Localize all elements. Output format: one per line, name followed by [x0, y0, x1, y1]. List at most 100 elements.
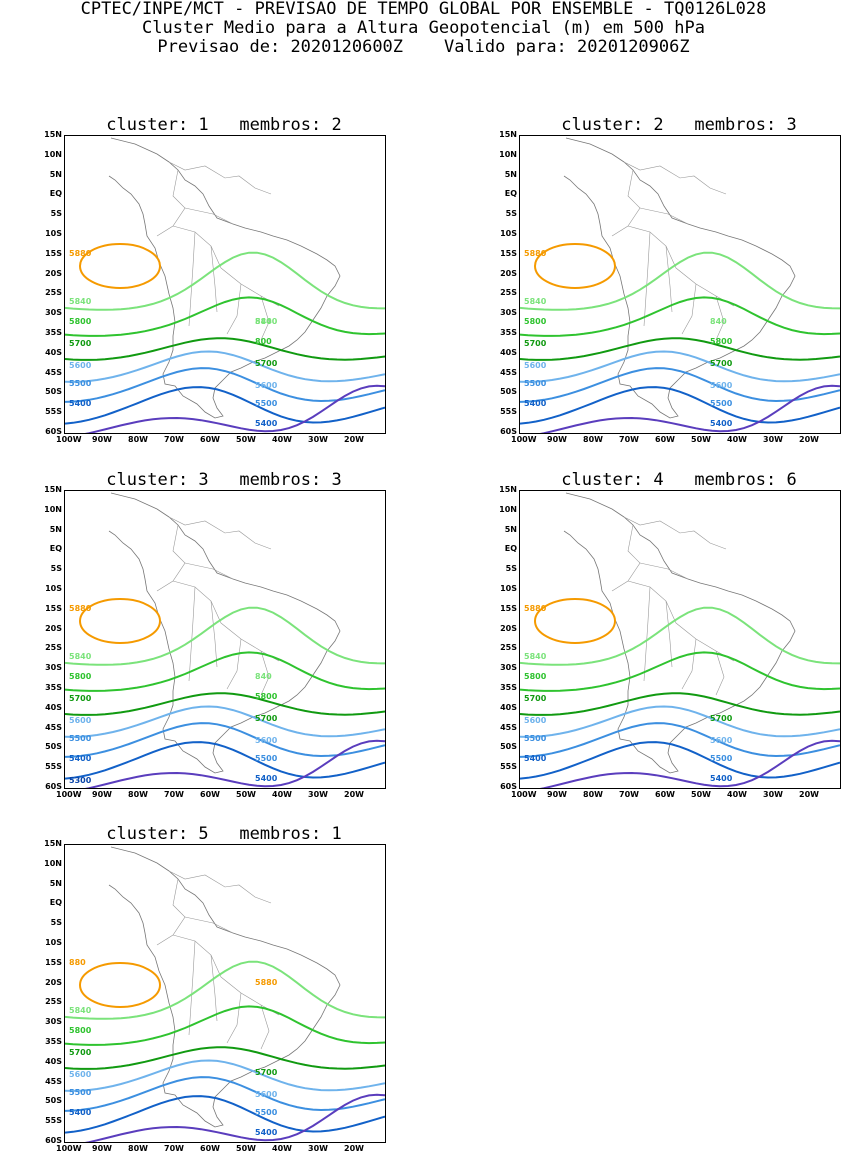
lon-tick-label: 80W	[128, 790, 148, 799]
contour-label: 5800	[710, 337, 733, 346]
country-border	[611, 524, 641, 592]
contour-5400	[65, 386, 385, 425]
country-border	[156, 878, 186, 946]
lat-tick-label: 15N	[499, 485, 517, 494]
lon-tick-label: 100W	[511, 435, 537, 444]
lat-tick-label: EQ	[504, 544, 517, 554]
lat-tick-label: 10S	[500, 584, 517, 593]
contour-label: 880	[69, 958, 86, 967]
lon-tick-label: 40W	[272, 790, 292, 799]
contour-label: 5500	[69, 1088, 92, 1097]
contour-label: 5800	[255, 692, 278, 701]
lat-tick-label: 50S	[45, 387, 62, 397]
lat-tick-label: 25S	[45, 997, 62, 1007]
country-border	[623, 516, 727, 550]
lon-tick-label: 80W	[128, 1144, 148, 1153]
contour-label: 5400	[69, 1108, 92, 1117]
contour-5880	[79, 962, 161, 1008]
lon-tick-label: 100W	[56, 435, 82, 444]
lon-tick-label: 70W	[164, 1144, 184, 1153]
lon-tick-label: 30W	[308, 435, 328, 444]
lon-tick-label: 60W	[200, 1144, 220, 1153]
lon-tick-label: 40W	[272, 1144, 292, 1153]
lon-tick-label: 100W	[511, 790, 537, 799]
country-border	[168, 516, 272, 550]
contour-label: 5700	[710, 359, 733, 368]
coastline	[108, 492, 341, 774]
lon-tick-label: 40W	[272, 435, 292, 444]
lat-tick-label: 60S	[45, 427, 62, 436]
lon-tick-label: 20W	[344, 1144, 364, 1153]
lat-tick-label: 55S	[45, 1116, 62, 1126]
map-frame: 5880 5840 5840 840 5800 800 5700 5700 5600 5600 55…	[64, 135, 386, 434]
contour-5500	[65, 722, 385, 758]
lat-tick-label: 30S	[500, 308, 517, 318]
lat-tick-label: 5S	[50, 209, 62, 219]
contour-5800	[65, 296, 385, 337]
contour-label: 5300	[69, 776, 92, 785]
contour-label: 840	[255, 317, 272, 326]
lat-tick-label: 55S	[500, 407, 517, 417]
lat-tick-label: 55S	[45, 762, 62, 772]
lon-tick-label: 20W	[799, 435, 819, 444]
contour-label: 5840	[69, 1006, 92, 1015]
lon-tick-label: 80W	[583, 790, 603, 799]
contour-label: 5600	[69, 1070, 92, 1079]
contour-5400	[520, 386, 840, 425]
lon-tick-label: 70W	[164, 790, 184, 799]
country-border	[260, 650, 270, 696]
contour-label: 5400	[524, 399, 547, 408]
contour-label: 5880	[255, 978, 278, 987]
cluster-panel: cluster: 3 membros: 3 15N 10N 5N EQ 5S 10S 15S 2…	[0, 470, 386, 800]
country-border	[715, 650, 725, 696]
contour-deep	[84, 739, 385, 788]
lat-tick-label: 20S	[45, 623, 62, 633]
contour-label: 5400	[69, 754, 92, 763]
contour-5880	[79, 598, 161, 644]
country-border	[643, 231, 651, 327]
lat-tick-label: 5N	[504, 169, 517, 179]
lat-tick-label: 55S	[500, 762, 517, 772]
contour-label: 5880	[69, 249, 92, 258]
lon-tick-label: 70W	[619, 790, 639, 799]
contour-label: 5500	[69, 379, 92, 388]
lon-tick-label: 100W	[56, 1144, 82, 1153]
country-border	[184, 562, 234, 580]
header-line-1: CPTEC/INPE/MCT - PREVISAO DE TEMPO GLOBA…	[80, 0, 767, 19]
contour-label: 5400	[255, 1128, 278, 1137]
country-border	[639, 562, 689, 580]
contour-5800	[65, 1005, 385, 1046]
panel-title: cluster: 4 membros: 6	[561, 470, 797, 490]
lon-tick-label: 90W	[92, 790, 112, 799]
contour-label: 5400	[255, 419, 278, 428]
lat-tick-label: 35S	[45, 1037, 62, 1046]
country-border	[260, 1004, 270, 1050]
lat-tick-label: 20S	[500, 623, 517, 633]
contour-label: 5400	[710, 419, 733, 428]
lon-tick-label: 20W	[344, 790, 364, 799]
contour-5600	[65, 705, 385, 738]
lat-tick-label: 45S	[45, 367, 62, 377]
contour-label: 5600	[710, 736, 733, 745]
map-frame: 5880 5840 5800 5700 5700 5600 5600 5500 5500 5400…	[519, 490, 841, 789]
country-border	[210, 245, 218, 313]
country-border	[681, 638, 697, 690]
country-border	[260, 295, 270, 341]
header-line-2: Cluster Medio para a Altura Geopotencial…	[142, 18, 705, 38]
lat-tick-label: 5N	[49, 524, 62, 534]
lat-tick-label: 10S	[45, 584, 62, 593]
lon-tick-label: 90W	[92, 1144, 112, 1153]
map-frame: 5880 5840 840 5800 5800 5700 5700 5600 5600 5500 5…	[64, 490, 386, 789]
lon-tick-label: 30W	[308, 1144, 328, 1153]
lat-tick-label: 50S	[45, 742, 62, 752]
lat-tick-label: EQ	[49, 544, 62, 554]
lon-tick-label: 50W	[236, 435, 256, 444]
country-border	[184, 207, 234, 225]
lat-tick-label: 35S	[500, 328, 517, 337]
country-border	[226, 638, 242, 690]
lon-tick-label: 40W	[727, 435, 747, 444]
country-border	[156, 524, 186, 592]
lat-tick-label: 20S	[500, 268, 517, 278]
cluster-panel: cluster: 1 membros: 2 15N 10N 5N EQ 5S 10S 15S 2…	[0, 115, 386, 445]
contour-label: 800	[255, 337, 272, 346]
